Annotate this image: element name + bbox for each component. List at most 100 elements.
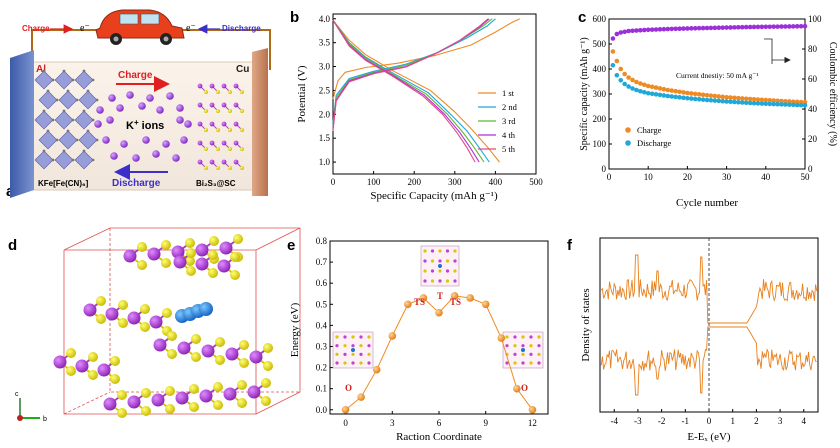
k-ion: [156, 106, 164, 114]
x-tick-label-e: 3: [390, 418, 395, 428]
s-atom: [208, 250, 218, 260]
x-axis-label-b: Specific Capacity (mAh g⁻¹): [370, 190, 498, 202]
series-group-c: [610, 23, 808, 108]
s-atom: [237, 380, 247, 390]
inset-atom: [529, 352, 533, 356]
inset-atom: [537, 335, 541, 339]
atom: [62, 69, 66, 73]
k-ions-label: K+ ions: [126, 118, 164, 132]
y-tick-label-c: 400: [593, 64, 607, 74]
s-atom: [240, 147, 244, 151]
bi-atom: [127, 395, 141, 409]
legend-marker-charge: [625, 127, 631, 133]
bi-atom: [127, 311, 141, 325]
charge-point: [634, 79, 639, 85]
x-tick-label-b: 100: [367, 177, 381, 187]
s-atom: [240, 109, 244, 113]
s-atom: [216, 166, 220, 170]
charge-point: [614, 58, 620, 64]
s-atom: [110, 356, 120, 366]
bi-atom: [197, 121, 203, 127]
atom: [62, 109, 66, 113]
discharge-point: [626, 84, 631, 89]
charge-point: [657, 86, 663, 91]
inset-atom: [351, 352, 355, 356]
y-tick-label-b: 2.0: [319, 109, 331, 119]
ce-point: [802, 23, 808, 29]
bi-atom: [223, 387, 237, 401]
s-atom: [215, 337, 225, 347]
atom: [82, 109, 86, 113]
ce-point: [771, 24, 776, 29]
ce-point: [708, 25, 714, 31]
ce-point: [665, 26, 671, 32]
y-tick-label-b: 2.5: [319, 85, 331, 95]
ce-point: [751, 24, 757, 30]
energy-point: [357, 393, 365, 401]
y-tick-label-e: 0.0: [316, 405, 328, 415]
k-ion: [102, 136, 110, 144]
discharge-point: [739, 100, 745, 105]
s-atom: [239, 358, 249, 368]
panel-e-diffusion-barrier: e 0 3 6 9 12 0.0 0.1 0.2 0.3 0.4 0.5 0.6 0.7 0.8 O TS…: [287, 236, 549, 443]
s-atom: [118, 300, 128, 310]
ce-point: [681, 26, 686, 31]
octahedron: [38, 130, 58, 150]
ce-point: [716, 25, 722, 31]
bi-atom: [201, 344, 215, 358]
s-atom: [261, 396, 271, 406]
y-tick-label-e: 0.1: [316, 384, 327, 394]
discharge-point: [736, 99, 741, 105]
s-atom: [96, 296, 106, 306]
s-atom: [204, 147, 208, 151]
energy-point: [466, 294, 474, 302]
bi-atom: [195, 243, 209, 257]
discharge-point: [790, 102, 796, 108]
atom: [95, 138, 99, 142]
y-tick-label-b: 3.0: [319, 62, 331, 72]
panel-label-c: c: [578, 9, 586, 26]
car-icon: [95, 9, 185, 45]
x-tick-label-b: 300: [448, 177, 462, 187]
discharge-point: [618, 77, 624, 83]
s-atom: [209, 236, 219, 246]
panel-label-b: b: [290, 9, 299, 26]
s-atom: [216, 128, 220, 132]
bi-atom: [209, 140, 215, 146]
atom: [66, 129, 70, 133]
charge-point: [747, 96, 753, 102]
inset-atom: [505, 344, 509, 348]
bi-atom: [177, 341, 191, 355]
top-charge-label: Charge: [22, 24, 50, 33]
s-atom: [186, 266, 196, 276]
discharge-point: [794, 102, 800, 108]
y2-tick-label-c: 20: [808, 134, 818, 144]
y-axis-label-b: Potential (V): [296, 65, 308, 122]
atom: [55, 98, 59, 102]
s-atom: [230, 252, 240, 262]
electron-left: e⁻: [80, 23, 90, 34]
x-tick-label-c: 30: [722, 172, 732, 182]
inset-atom: [438, 279, 442, 283]
atom: [46, 129, 50, 133]
charge-point: [610, 49, 616, 54]
panel-a-schematic: a Charge e⁻ e⁻ Discharge Al Cu C: [6, 9, 271, 200]
inset-atom: [445, 249, 450, 253]
inset-atom: [438, 259, 442, 263]
bi-atom: [197, 140, 203, 146]
charge-point: [626, 75, 631, 80]
discharge-point: [689, 96, 694, 101]
inset-atom: [367, 352, 371, 356]
x-tick-label-f: 0: [707, 416, 712, 426]
ce-point: [704, 25, 710, 31]
s-atom: [137, 242, 147, 252]
octahedron: [74, 150, 94, 170]
inset-atom: [453, 279, 457, 283]
inset-atom: [335, 344, 339, 348]
charge-point: [790, 99, 796, 104]
k-ion: [142, 136, 150, 144]
charge-point: [751, 96, 757, 102]
s-atom: [204, 128, 208, 132]
s-atom: [185, 256, 195, 266]
s-atom: [215, 355, 225, 365]
